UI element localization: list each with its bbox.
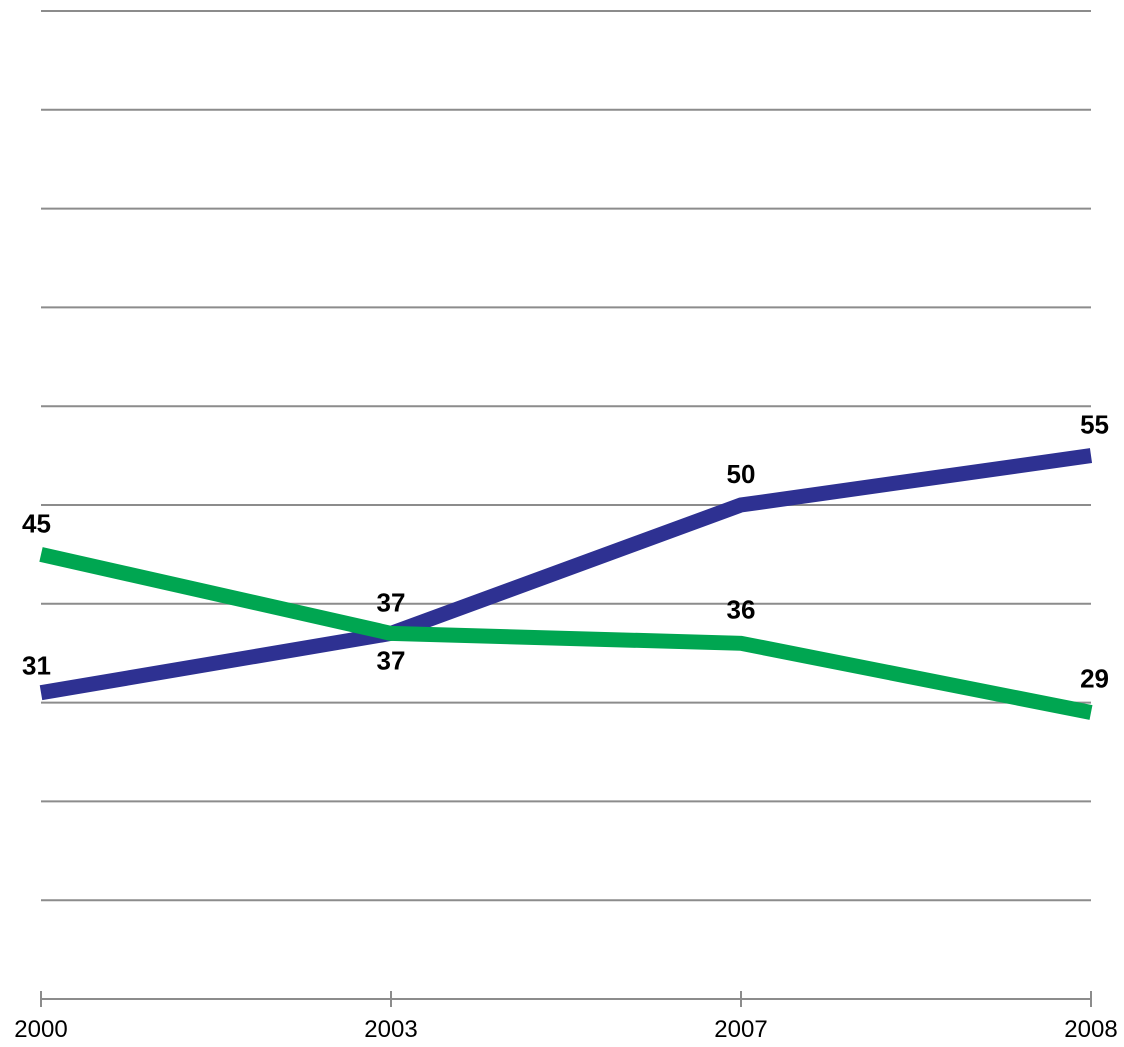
- x-tick-label-2000: 2000: [14, 1016, 67, 1043]
- x-axis: 2000 2003 2007 2008: [14, 991, 1118, 1043]
- data-label-series-2-2003: 37: [377, 645, 406, 675]
- data-labels: 31 37 50 55 45 37 36 29: [22, 410, 1109, 694]
- data-label-series-1-2000: 31: [22, 651, 51, 681]
- x-tick-label-2008: 2008: [1064, 1016, 1117, 1043]
- data-label-series-1-2003: 37: [377, 587, 406, 617]
- x-tick-label-2003: 2003: [364, 1016, 417, 1043]
- x-tick-label-2007: 2007: [714, 1016, 767, 1043]
- gridlines: [41, 10, 1091, 902]
- data-label-series-2-2008: 29: [1080, 663, 1109, 693]
- series-lines: [39, 448, 1093, 720]
- series-2-line: [39, 547, 1093, 720]
- series-1-line: [39, 448, 1093, 701]
- data-label-series-2-2000: 45: [22, 508, 51, 538]
- data-label-series-1-2008: 55: [1080, 410, 1109, 440]
- data-label-series-1-2007: 50: [727, 459, 756, 489]
- data-label-series-2-2007: 36: [727, 594, 756, 624]
